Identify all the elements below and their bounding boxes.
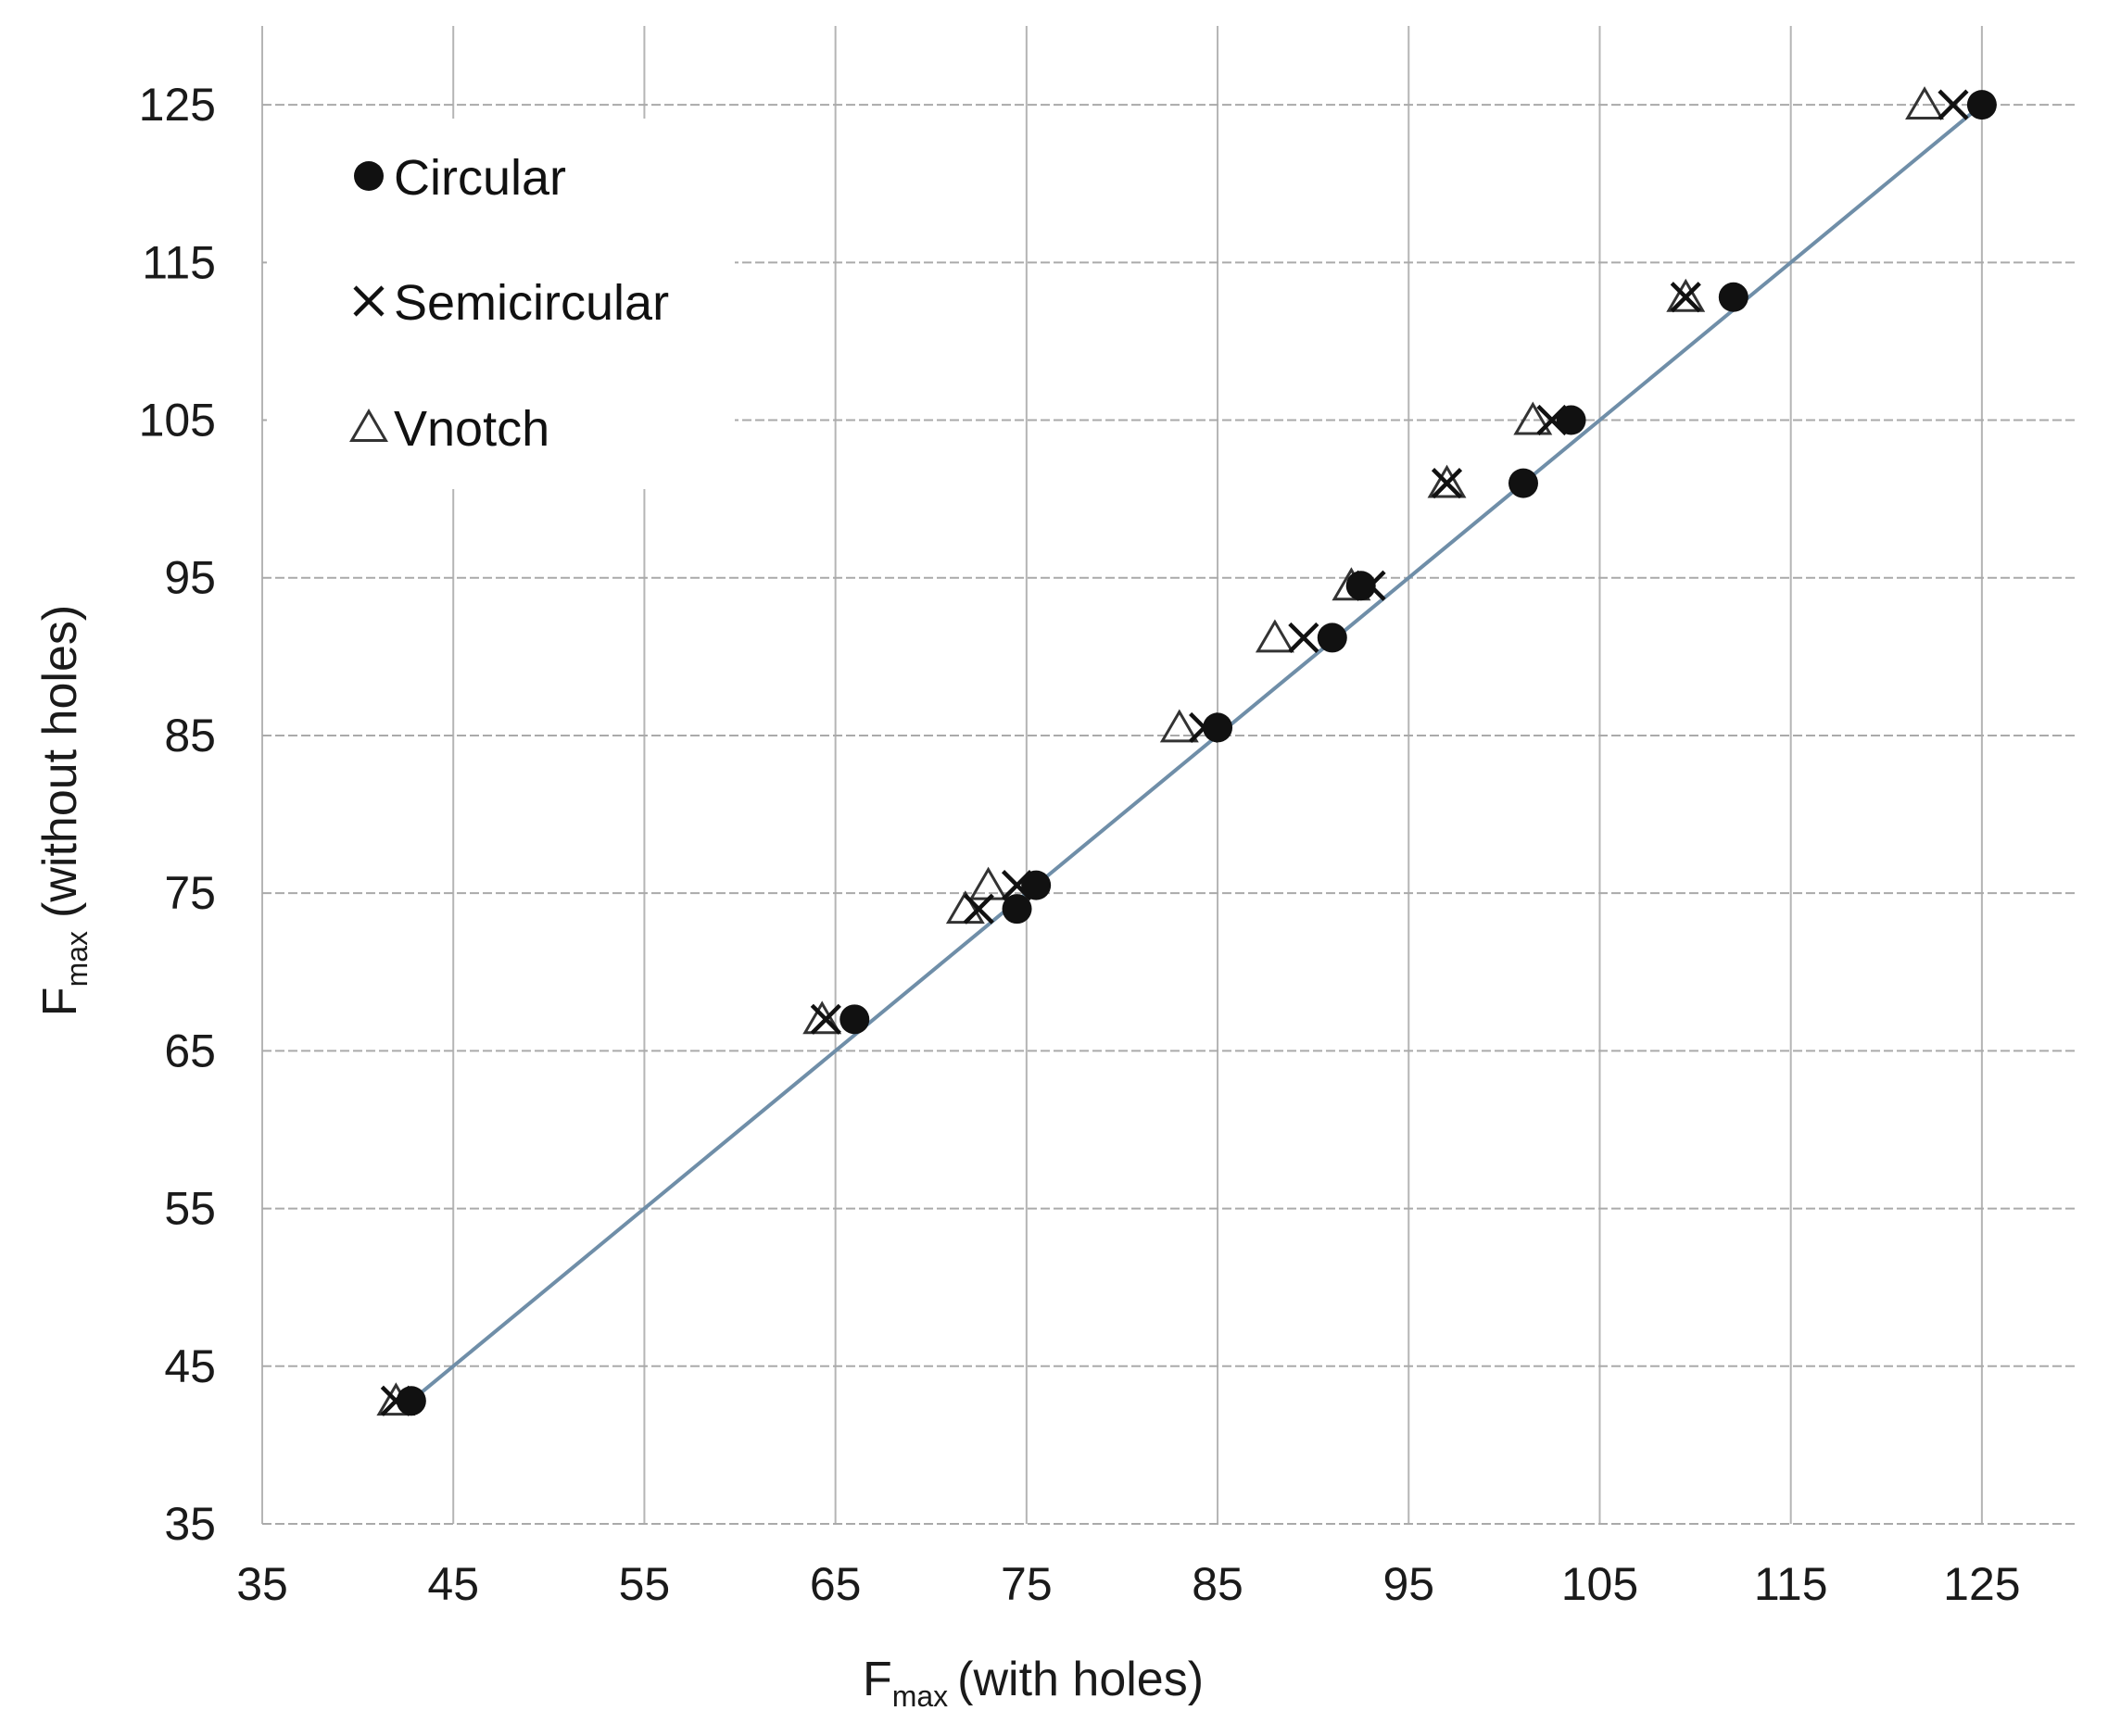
y-axis-label: Fmax (without holes) xyxy=(33,605,94,1016)
semicircular-point xyxy=(1431,468,1463,499)
circular-point xyxy=(1002,894,1032,925)
y-axis-label-subscript: max xyxy=(60,931,94,987)
y-axis-label-main: F xyxy=(33,987,87,1016)
x-tick-label: 95 xyxy=(1382,1558,1434,1610)
x-tick-label: 35 xyxy=(236,1558,288,1610)
vnotch-point xyxy=(1666,278,1706,312)
circular-point xyxy=(1317,623,1347,653)
circular-point xyxy=(1966,90,1997,120)
x-axis-label-subscript: max xyxy=(892,1679,948,1713)
legend-marker-vnotch xyxy=(349,409,388,442)
reference-line-layer xyxy=(413,103,1984,1400)
vnotch-point xyxy=(1513,401,1553,435)
semicircular-point xyxy=(1288,622,1319,654)
x-tick-label: 125 xyxy=(1943,1558,2020,1610)
legend-background-layer xyxy=(267,119,735,489)
y-tick-label: 65 xyxy=(164,1025,216,1076)
y-tick-label: 95 xyxy=(164,552,216,604)
y-axis-label-rest: (without holes) xyxy=(33,605,87,918)
legend-marker-semicircular xyxy=(353,285,385,317)
legend-box xyxy=(267,119,735,489)
vnotch-point xyxy=(1905,86,1945,120)
circular-point xyxy=(1021,870,1052,900)
legend: Circular Semicircular Vnotch xyxy=(349,150,669,457)
y-tick-label: 35 xyxy=(164,1498,216,1550)
circular-point xyxy=(839,1004,870,1035)
y-tick-label: 55 xyxy=(164,1183,216,1235)
semicircular-point xyxy=(810,1003,841,1035)
semicircular-point xyxy=(1938,89,1969,120)
vnotch-point xyxy=(1255,619,1294,653)
x-axis-label: Fmax (with holes) xyxy=(863,1653,1204,1713)
x-tick-label: 65 xyxy=(810,1558,862,1610)
vnotch-point xyxy=(802,1000,842,1035)
circular-point xyxy=(396,1386,426,1416)
semicircular-point xyxy=(1670,282,1701,313)
vnotch-point xyxy=(1159,709,1199,743)
circular-point xyxy=(1508,468,1538,498)
circular-point xyxy=(1718,282,1748,312)
legend-label-vnotch: Vnotch xyxy=(394,401,549,457)
legend-marker-circular xyxy=(354,161,384,191)
x-tick-label: 115 xyxy=(1754,1558,1828,1610)
x-tick-label: 85 xyxy=(1192,1558,1243,1610)
circular-point xyxy=(1203,712,1233,743)
x-tick-label: 45 xyxy=(427,1558,479,1610)
tick-labels: 35 45 55 65 75 85 95 105 115 125 35 45 55 65 75 85 95 105… xyxy=(139,79,2021,1610)
x-tick-label: 105 xyxy=(1561,1558,1638,1610)
circular-point xyxy=(1556,405,1586,435)
y-tick-label: 85 xyxy=(164,710,216,761)
y-tick-label: 115 xyxy=(142,236,216,288)
vnotch-point xyxy=(1427,464,1467,498)
circular-point xyxy=(1345,571,1376,601)
x-axis-label-main: F xyxy=(863,1653,892,1706)
data-points xyxy=(376,86,1997,1416)
y-tick-label: 45 xyxy=(164,1340,216,1392)
x-axis-label-rest: (with holes) xyxy=(957,1653,1204,1706)
x-tick-label: 75 xyxy=(1001,1558,1053,1610)
legend-label-circular: Circular xyxy=(394,150,566,206)
semicircular-point xyxy=(963,893,994,925)
y-tick-label: 125 xyxy=(139,79,216,131)
x-tick-label: 55 xyxy=(619,1558,671,1610)
legend-label-semicircular: Semicircular xyxy=(394,275,669,331)
y-tick-label: 75 xyxy=(164,867,216,919)
reference-line xyxy=(413,103,1984,1400)
y-tick-label: 105 xyxy=(139,395,216,447)
